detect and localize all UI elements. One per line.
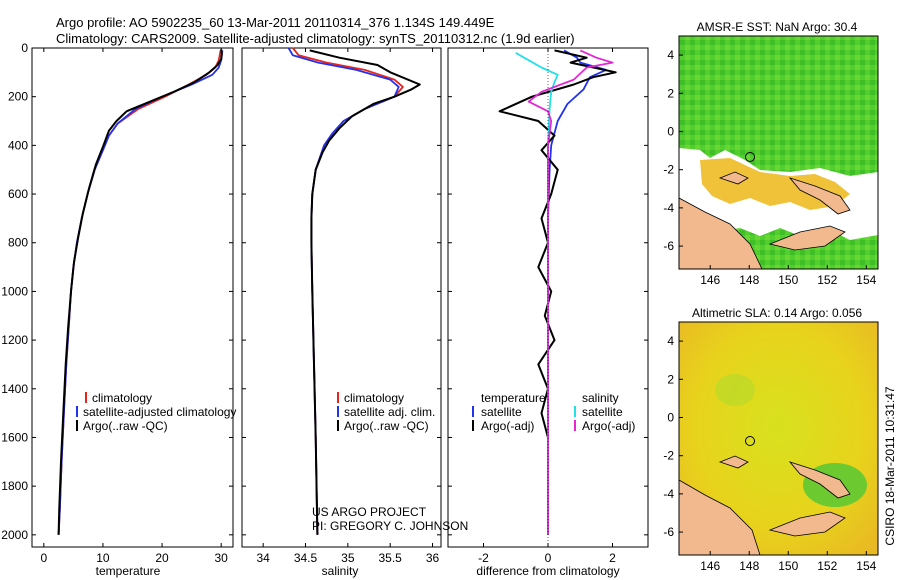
- legend-title-salinity: salinity: [582, 391, 619, 405]
- salinity-legend: climatology satellite adj. clim. Argo(..…: [337, 391, 435, 433]
- map-x-tick-label: 150: [778, 273, 798, 287]
- header-line-2: Climatology: CARS2009. Satellite-adjuste…: [56, 31, 575, 46]
- y-tick-label: 200: [8, 90, 28, 104]
- x-tick-label: 2: [609, 551, 616, 565]
- series-line-argo-raw-qc-: [309, 49, 421, 535]
- temperature-plot: 0 10 20 30 0 200 400 600 800 1000 1200 1400 1600 1800…: [1, 41, 233, 565]
- x-tick-label: 10: [96, 551, 110, 565]
- map-x-tick-label: 146: [700, 559, 720, 573]
- sla-argo-marker: [745, 436, 755, 446]
- sst-islands: [718, 171, 851, 215]
- map-y-tick-label: -2: [663, 163, 674, 177]
- map-y-tick-label: 0: [667, 124, 674, 138]
- map-y-tick-label: 4: [667, 334, 674, 348]
- sst-argo-marker: [745, 152, 755, 162]
- series-line-satellite-adj-clim-: [287, 47, 400, 535]
- legend-label-argo: Argo(..raw -QC): [344, 419, 429, 433]
- header-line-1: Argo profile: AO 5902235_60 13-Mar-2011 …: [56, 15, 495, 30]
- salinity-xlabel: salinity: [322, 564, 359, 578]
- series-line-salinity-argo-adj-: [527, 49, 614, 535]
- x-tick-label: 35: [341, 551, 355, 565]
- difference-legend: temperature satellite Argo(-adj) salinit…: [472, 391, 635, 433]
- sst-map: [679, 36, 878, 269]
- temperature-xlabel: temperature: [96, 564, 161, 578]
- timestamp-label: CSIRO 18-Mar-2011 10:31:47: [883, 386, 897, 546]
- y-tick-label: 2000: [1, 528, 28, 542]
- salinity-plot: 34 34.5 35 35.5 36: [242, 47, 441, 565]
- map-x-tick-label: 152: [817, 273, 837, 287]
- y-tick-label: 400: [8, 138, 28, 152]
- legend-label-climatology: climatology: [344, 391, 404, 405]
- legend-label-argo: Argo(..raw -QC): [83, 419, 168, 433]
- x-tick-label: 20: [155, 551, 169, 565]
- x-tick-label: 34.5: [294, 551, 318, 565]
- legend-label-satellite-adjusted: satellite-adjusted climatology: [83, 405, 236, 419]
- sla-islands: [718, 455, 851, 499]
- sst-map-frame: [678, 35, 879, 270]
- difference-xlabel: difference from climatology: [476, 564, 619, 578]
- map-x-tick-label: 154: [856, 559, 876, 573]
- sla-map: [679, 322, 878, 555]
- temperature-axes: [31, 47, 234, 548]
- x-tick-label: -2: [478, 551, 489, 565]
- sst-land: [679, 197, 846, 269]
- legend-label-satellite-adj: satellite adj. clim.: [344, 405, 435, 419]
- map-x-tick-label: 148: [739, 559, 759, 573]
- map-x-tick-label: 152: [817, 559, 837, 573]
- legend-label-climatology: climatology: [92, 391, 152, 405]
- map-x-tick-label: 154: [856, 273, 876, 287]
- sla-land: [679, 479, 846, 555]
- sla-map-frame: [678, 321, 879, 556]
- map-y-tick-label: 2: [667, 86, 674, 100]
- sst-warm-patch: [700, 158, 850, 210]
- x-tick-label: 36: [426, 551, 440, 565]
- map-x-tick-label: 148: [739, 273, 759, 287]
- project-label: US ARGO PROJECT: [312, 505, 427, 519]
- legend-title-temperature: temperature: [481, 391, 546, 405]
- map-axes-ticks: 146 148 150 152 154 4 2 0 -2 -4 -6 146 148 150 152 154 4…: [663, 48, 876, 573]
- map-y-tick-label: 0: [667, 410, 674, 424]
- map-x-tick-label: 146: [700, 273, 720, 287]
- series-line-temperature-satellite: [547, 49, 607, 535]
- y-tick-label: 1600: [1, 430, 28, 444]
- series-line-temperature-argo-adj-: [498, 49, 617, 535]
- y-tick-label: 1400: [1, 382, 28, 396]
- series-line-satellite-adjusted-climatology: [57, 50, 224, 535]
- sla-green-patch-2: [715, 374, 755, 406]
- y-tick-label: 600: [8, 187, 28, 201]
- map-y-tick-label: -2: [663, 449, 674, 463]
- map-y-tick-label: -4: [663, 487, 674, 501]
- series-line-argo-raw-qc-: [57, 49, 223, 535]
- y-tick-label: 1200: [1, 333, 28, 347]
- map-y-tick-label: 2: [667, 372, 674, 386]
- legend-label-temp-argo: Argo(-adj): [481, 419, 534, 433]
- y-tick-label: 800: [8, 236, 28, 250]
- x-tick-label: 35.5: [379, 551, 403, 565]
- map-y-tick-label: -6: [663, 525, 674, 539]
- legend-label-temp-satellite: satellite: [481, 405, 522, 419]
- legend-label-sal-satellite: satellite: [582, 405, 623, 419]
- series-line-climatology: [57, 50, 222, 535]
- sla-map-title: Altimetric SLA: 0.14 Argo: 0.056: [692, 306, 862, 320]
- x-tick-label: 0: [545, 551, 552, 565]
- y-tick-label: 1800: [1, 479, 28, 493]
- x-tick-label: 30: [214, 551, 228, 565]
- x-tick-label: 0: [40, 551, 47, 565]
- map-y-tick-label: -6: [663, 239, 674, 253]
- sst-map-title: AMSR-E SST: NaN Argo: 30.4: [697, 20, 858, 34]
- map-y-tick-label: -4: [663, 201, 674, 215]
- map-y-tick-label: 4: [667, 48, 674, 62]
- legend-label-sal-argo: Argo(-adj): [582, 419, 635, 433]
- pi-label: PI: GREGORY C. JOHNSON: [312, 519, 468, 533]
- map-x-tick-label: 150: [778, 559, 798, 573]
- y-tick-label: 1000: [1, 284, 28, 298]
- temperature-legend: climatology satellite-adjusted climatolo…: [76, 391, 236, 433]
- salinity-axes: [241, 47, 442, 548]
- y-tick-label: 0: [21, 41, 28, 55]
- x-tick-label: 34: [256, 551, 270, 565]
